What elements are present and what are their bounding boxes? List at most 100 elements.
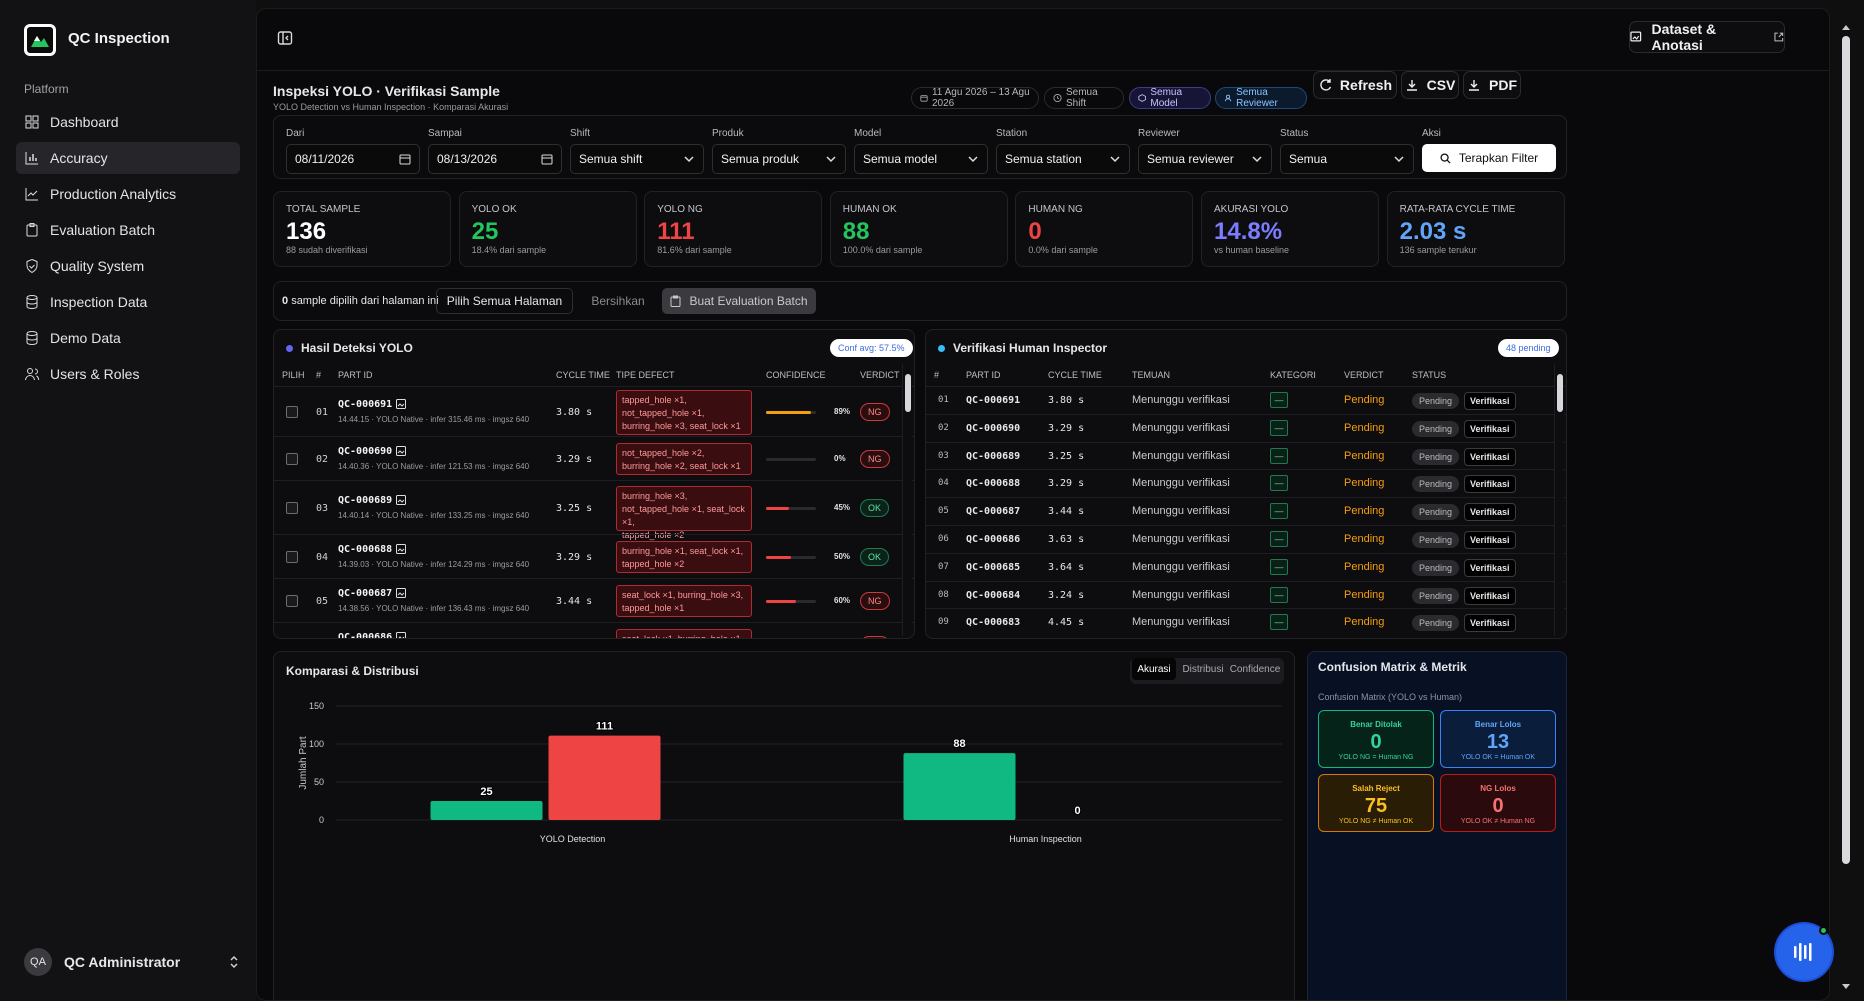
date-to-input[interactable]: 08/13/2026 (428, 144, 562, 174)
finding-text: Menunggu verifikasi (1132, 449, 1230, 462)
table-row[interactable]: 02 QC-000690 14.40.36 · YOLO Native · infe… (274, 436, 914, 480)
column-header: CYCLE TIME (556, 370, 610, 380)
product-select[interactable]: Semua produk (712, 144, 846, 174)
image-icon[interactable] (396, 632, 406, 639)
image-icon[interactable] (396, 544, 406, 554)
row-checkbox[interactable] (286, 595, 298, 607)
row-checkbox[interactable] (286, 551, 298, 563)
table-row[interactable]: 05 QC-000687 14.38.56 · YOLO Native · infe… (274, 578, 914, 622)
image-icon[interactable] (396, 446, 406, 456)
table-row[interactable]: 05 QC-000687 3.44 s Menunggu verifikasi — Pen… (926, 497, 1566, 525)
verify-button[interactable]: Verifikasi (1464, 392, 1516, 410)
model-chip[interactable]: Semua Model (1129, 87, 1211, 109)
date-from-input[interactable]: 08/11/2026 (286, 144, 420, 174)
sidebar-item-dashboard[interactable]: Dashboard (16, 106, 240, 138)
table-row[interactable]: 03 QC-000689 14.40.14 · YOLO Native · infe… (274, 480, 914, 540)
scroll-thumb[interactable] (1842, 36, 1850, 864)
finding-text: Menunggu verifikasi (1132, 616, 1230, 629)
column-header: VERDICT (860, 370, 900, 380)
filter-label-model: Model (854, 128, 882, 139)
stat-label: YOLO OK (471, 204, 517, 215)
status-badge: Pending (1412, 532, 1460, 548)
apply-filter-button[interactable]: Terapkan Filter (1422, 144, 1556, 172)
image-icon[interactable] (396, 495, 406, 505)
reviewer-chip[interactable]: Semua Reviewer (1215, 87, 1307, 109)
sidebar-item-quality-system[interactable]: Quality System (16, 250, 240, 282)
verdict-text: Pending (1344, 533, 1385, 545)
table-row[interactable]: 04 QC-000688 3.29 s Menunggu verifikasi — Pen… (926, 469, 1566, 497)
table-row[interactable]: 02 QC-000690 3.29 s Menunggu verifikasi — Pen… (926, 413, 1566, 442)
verify-button[interactable]: Verifikasi (1464, 614, 1516, 633)
confusion-subtitle: Confusion Matrix (YOLO vs Human) (1318, 692, 1463, 702)
sidebar-nav: Dashboard Accuracy Production Analytics Eva… (16, 106, 240, 394)
scroll-up-arrow-icon[interactable] (1836, 22, 1856, 34)
stat-value: 2.03 s (1399, 218, 1467, 245)
station-select[interactable]: Semua station (996, 144, 1130, 174)
row-checkbox[interactable] (286, 406, 298, 418)
clear-selection-label: Bersihkan (591, 294, 645, 308)
sidebar-toggle-icon[interactable] (277, 30, 293, 46)
calendar-icon (920, 95, 928, 102)
table-row[interactable]: 06 QC-000686 3.63 s Menunggu verifikasi — Pen… (926, 525, 1566, 553)
chat-assistant-button[interactable] (1776, 924, 1832, 980)
verify-button[interactable]: Verifikasi (1464, 447, 1516, 466)
tab-akurasi[interactable]: Akurasi (1132, 658, 1176, 680)
tab-distribusi[interactable]: Distribusi (1182, 663, 1224, 675)
row-checkbox[interactable] (286, 502, 298, 514)
date-range-chip[interactable]: 11 Agu 2026 – 13 Agu 2026 (911, 87, 1039, 109)
verify-button[interactable]: Verifikasi (1464, 586, 1516, 605)
part-id: QC-000691 (966, 395, 1021, 406)
table-row[interactable]: 08 QC-000684 3.24 s Menunggu verifikasi — Pen… (926, 580, 1566, 609)
refresh-button[interactable]: Refresh (1313, 71, 1397, 99)
yolo-table-scrollbar[interactable] (902, 364, 912, 636)
pdf-export-button[interactable]: PDF (1463, 71, 1521, 99)
csv-label: CSV (1426, 77, 1456, 93)
sidebar-item-production-analytics[interactable]: Production Analytics (16, 178, 240, 210)
create-evaluation-batch-button[interactable]: Buat Evaluation Batch (662, 288, 816, 314)
reviewer-select[interactable]: Semua reviewer (1138, 144, 1272, 174)
model-select-value: Semua model (863, 152, 938, 166)
clear-selection-button[interactable]: Bersihkan (578, 288, 658, 314)
verify-button[interactable]: Verifikasi (1464, 558, 1516, 577)
sidebar-item-users-roles[interactable]: Users & Roles (16, 358, 240, 390)
table-row[interactable]: 04 QC-000688 14.39.03 · YOLO Native · infe… (274, 534, 914, 578)
scroll-down-arrow-icon[interactable] (1836, 980, 1856, 992)
stat-card: YOLO NG 111 81.6% dari sample (644, 191, 823, 267)
shift-select[interactable]: Semua shift (570, 144, 704, 174)
page-scrollbar[interactable] (1836, 8, 1856, 998)
verify-button[interactable]: Verifikasi (1464, 475, 1516, 494)
tab-confidence[interactable]: Confidence (1229, 663, 1281, 675)
part-id: QC-000687 (966, 506, 1021, 518)
csv-export-button[interactable]: CSV (1401, 71, 1459, 99)
verify-button[interactable]: Verifikasi (1464, 531, 1516, 549)
table-row[interactable]: 07 QC-000685 3.64 s Menunggu verifikasi — Pen… (926, 552, 1566, 581)
shift-chip[interactable]: Semua Shift (1044, 87, 1124, 109)
part-id: QC-000689 (966, 450, 1021, 462)
select-all-pages-button[interactable]: Pilih Semua Halaman (436, 288, 573, 314)
table-row[interactable]: 01 QC-000691 3.80 s Menunggu verifikasi — Pen… (926, 386, 1566, 414)
chevron-down-icon (968, 156, 978, 163)
table-row[interactable]: 01 QC-000691 14.44.15 · YOLO Native · infe… (274, 386, 914, 436)
sidebar-item-inspection-data[interactable]: Inspection Data (16, 286, 240, 318)
image-icon[interactable] (396, 399, 406, 409)
sidebar-item-evaluation-batch[interactable]: Evaluation Batch (16, 214, 240, 246)
verify-button[interactable]: Verifikasi (1464, 419, 1516, 438)
confusion-cell-title: NG Lolos (1480, 784, 1516, 793)
image-icon[interactable] (396, 588, 406, 598)
stat-value: 111 (657, 218, 695, 245)
defect-type-box: burring_hole ×3, not_tapped_hole ×1, seat… (616, 485, 752, 540)
sidebar-item-accuracy[interactable]: Accuracy (16, 142, 240, 174)
defect-line: burring_hole ×3, seat_lock ×1 (622, 420, 741, 431)
human-table-scrollbar[interactable] (1554, 364, 1564, 636)
row-checkbox[interactable] (286, 453, 298, 465)
sidebar-item-demo-data[interactable]: Demo Data (16, 322, 240, 354)
create-evaluation-batch-label: Buat Evaluation Batch (689, 294, 808, 308)
verify-button[interactable]: Verifikasi (1464, 503, 1516, 522)
user-menu[interactable]: QA QC Administrator (16, 944, 240, 980)
table-row[interactable]: 09 QC-000683 4.45 s Menunggu verifikasi — Pen… (926, 608, 1566, 636)
model-select[interactable]: Semua model (854, 144, 988, 174)
table-row[interactable]: 03 QC-000689 3.25 s Menunggu verifikasi — Pen… (926, 441, 1566, 470)
dataset-annotation-button[interactable]: Dataset & Anotasi (1629, 21, 1785, 53)
status-select[interactable]: Semua (1280, 144, 1414, 174)
